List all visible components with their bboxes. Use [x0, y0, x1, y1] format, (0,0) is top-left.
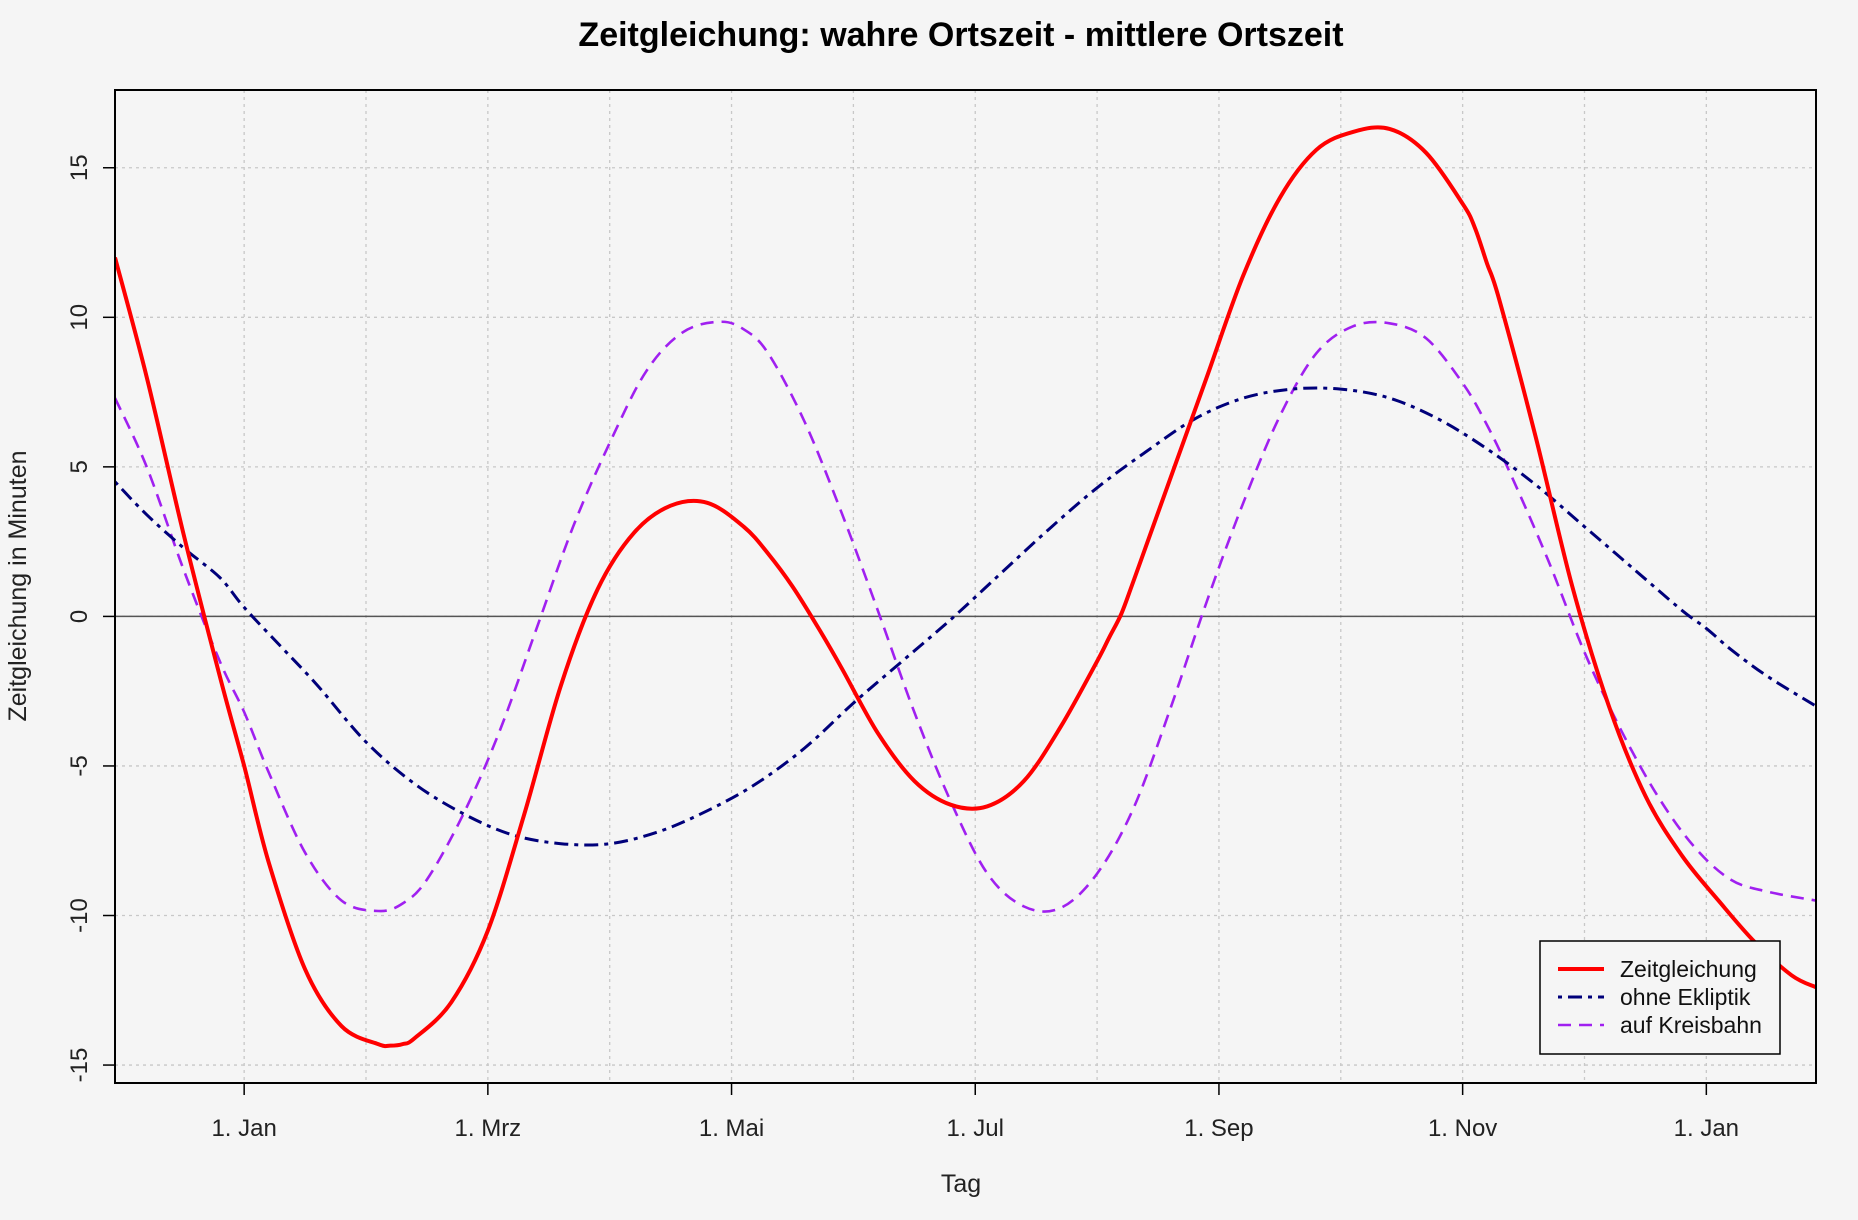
y-tick-label: 5 — [66, 460, 93, 473]
series-line-zeitgleichung — [115, 125, 1816, 1049]
x-tick-label: 1. Jul — [947, 1115, 1004, 1142]
y-tick-label: -10 — [66, 898, 93, 933]
y-tick-label: 0 — [66, 610, 93, 623]
series-line-ohne-ekliptik — [115, 386, 1816, 847]
series-line-auf-kreisbahn — [115, 320, 1816, 913]
y-tick-label: -5 — [66, 755, 93, 776]
grid — [115, 90, 1816, 1083]
x-tick-label: 1. Mai — [699, 1115, 764, 1142]
x-tick-label: 1. Jan — [1674, 1115, 1739, 1142]
x-tick-label: 1. Mrz — [455, 1115, 522, 1142]
y-axis: -15 -10 -5 0 5 10 15 — [66, 154, 116, 1083]
y-tick-label: 10 — [66, 304, 93, 331]
legend-label: ohne Ekliptik — [1620, 984, 1751, 1010]
x-tick-label: 1. Jan — [211, 1115, 276, 1142]
x-tick-label: 1. Sep — [1184, 1115, 1253, 1142]
chart-title: Zeitgleichung: wahre Ortszeit - mittlere… — [578, 16, 1343, 54]
x-axis-label: Tag — [941, 1170, 981, 1198]
legend-label: Zeitgleichung — [1620, 956, 1757, 982]
y-axis-label: Zeitgleichung in Minuten — [4, 451, 32, 722]
y-tick-label: 15 — [66, 154, 93, 181]
y-tick-label: -15 — [66, 1048, 93, 1083]
x-tick-label: 1. Nov — [1428, 1115, 1497, 1142]
legend-label: auf Kreisbahn — [1620, 1012, 1762, 1038]
x-axis: 1. Jan 1. Mrz 1. Mai 1. Jul 1. Sep 1. Nov 1. J… — [211, 1082, 1739, 1142]
series-layer — [115, 125, 1816, 1049]
